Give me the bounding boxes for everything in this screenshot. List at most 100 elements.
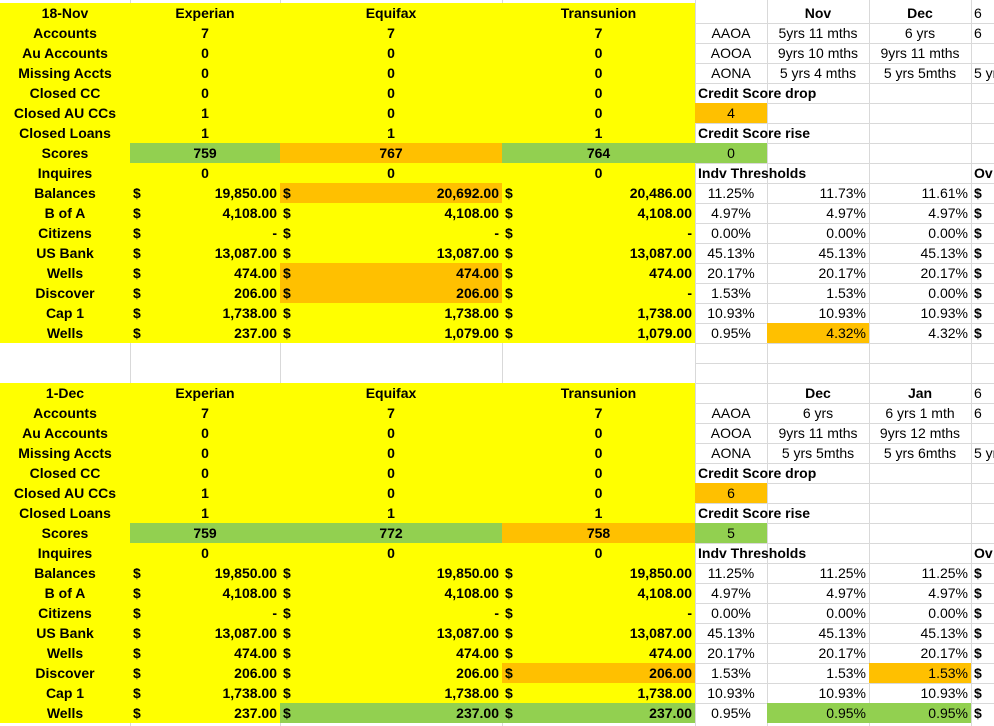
currency-symbol[interactable]: $ [283, 685, 291, 701]
row-label[interactable]: Citizens [38, 225, 92, 241]
count-cell[interactable]: 0 [387, 425, 395, 441]
threshold-pct[interactable]: 20.17% [920, 645, 968, 661]
age-value[interactable]: 5yrs 11 mths [778, 25, 858, 41]
threshold-pct[interactable]: 0.00% [826, 605, 866, 621]
amount-cell[interactable]: 4,108.00 [444, 585, 500, 601]
threshold-pct[interactable]: 11.25% [819, 565, 866, 581]
currency-symbol[interactable]: $ [283, 625, 291, 641]
row-label[interactable]: Au Accounts [22, 425, 108, 441]
amount-cell[interactable]: - [687, 225, 692, 241]
currency-symbol[interactable]: $ [974, 325, 982, 341]
currency-symbol[interactable]: $ [505, 565, 513, 581]
currency-symbol[interactable]: $ [974, 645, 982, 661]
amount-cell[interactable]: 474.00 [234, 265, 277, 281]
amount-cell[interactable]: - [272, 605, 277, 621]
threshold-pct[interactable]: 20.17% [920, 265, 968, 281]
currency-symbol[interactable]: $ [974, 565, 982, 581]
currency-symbol[interactable]: $ [133, 625, 141, 641]
currency-symbol[interactable]: $ [283, 325, 291, 341]
amount-cell[interactable]: 1,738.00 [637, 305, 693, 321]
currency-symbol[interactable]: $ [974, 585, 982, 601]
currency-symbol[interactable]: $ [974, 285, 982, 301]
row-label[interactable]: Closed Loans [19, 505, 111, 521]
threshold-pct[interactable]: 4.97% [711, 585, 751, 601]
count-cell[interactable]: 0 [387, 105, 395, 121]
threshold-pct[interactable]: 0.00% [711, 225, 751, 241]
amount-cell[interactable]: 206.00 [234, 665, 277, 681]
count-cell[interactable]: 1 [387, 505, 395, 521]
threshold-pct[interactable]: 11.25% [707, 565, 755, 581]
score-cell[interactable]: 767 [280, 143, 502, 163]
bureau-header[interactable]: Experian [175, 385, 235, 401]
currency-symbol[interactable]: $ [505, 325, 513, 341]
amount-cell[interactable]: 20,486.00 [629, 185, 692, 201]
row-label[interactable]: Closed AU CCs [13, 485, 117, 501]
amount-cell[interactable]: 1,079.00 [637, 325, 693, 341]
threshold-pct[interactable]: 45.13% [818, 625, 866, 641]
overall-header[interactable]: Ov [974, 545, 993, 561]
count-cell[interactable]: 0 [201, 425, 209, 441]
threshold-pct[interactable]: 45.13% [920, 245, 968, 261]
amount-cell[interactable]: - [272, 225, 277, 241]
row-label[interactable]: Au Accounts [22, 45, 108, 61]
currency-symbol[interactable]: $ [133, 685, 141, 701]
threshold-pct[interactable]: 20.17% [707, 265, 755, 281]
count-cell[interactable]: 0 [594, 545, 603, 561]
score-cell[interactable]: 772 [280, 523, 502, 543]
row-label[interactable]: Accounts [33, 25, 97, 41]
row-label[interactable]: B of A [44, 585, 86, 601]
amount-cell[interactable]: 474.00 [649, 645, 692, 661]
count-cell[interactable]: 0 [387, 545, 395, 561]
credit-score-rise-value[interactable]: 5 [695, 523, 767, 543]
credit-score-drop-label[interactable]: Credit Score drop [698, 85, 817, 101]
threshold-pct[interactable]: 0.00% [826, 225, 866, 241]
amount-cell[interactable]: 13,087.00 [214, 625, 277, 641]
threshold-pct[interactable]: 45.13% [707, 245, 755, 261]
row-label[interactable]: Inquires [37, 165, 93, 181]
row-label[interactable]: Citizens [38, 605, 92, 621]
threshold-pct[interactable]: 20.17% [818, 265, 866, 281]
threshold-pct[interactable]: 0.00% [928, 225, 968, 241]
count-cell[interactable]: 0 [201, 85, 209, 101]
count-cell[interactable]: 7 [201, 25, 209, 41]
currency-symbol[interactable]: $ [974, 205, 982, 221]
threshold-pct[interactable]: 10.93% [707, 685, 755, 701]
row-label[interactable]: Balances [34, 185, 96, 201]
threshold-pct[interactable]: 20.17% [818, 645, 866, 661]
threshold-pct[interactable]: 4.32% [928, 325, 968, 341]
amount-cell[interactable]: 206.00 [234, 285, 277, 301]
currency-symbol[interactable]: $ [974, 605, 982, 621]
credit-score-drop-label[interactable]: Credit Score drop [698, 465, 817, 481]
amount-cell[interactable]: 237.00 [234, 705, 277, 721]
currency-symbol[interactable]: $ [974, 185, 982, 201]
amount-cell[interactable]: 237.00 [234, 325, 277, 341]
count-cell[interactable]: 1 [201, 105, 209, 121]
count-cell[interactable]: 0 [594, 45, 603, 61]
bureau-header[interactable]: Transunion [560, 385, 637, 401]
threshold-pct[interactable]: 0.95% [711, 705, 751, 721]
date-header[interactable]: 1-Dec [45, 385, 85, 401]
threshold-pct[interactable]: 11.25% [921, 565, 968, 581]
threshold-pct[interactable]: 11.61% [921, 185, 968, 201]
count-cell[interactable]: 0 [201, 445, 209, 461]
threshold-pct[interactable]: 0.95% [711, 325, 751, 341]
age-value[interactable]: 9yrs 12 mths [879, 425, 961, 441]
currency-symbol[interactable]: $ [505, 605, 513, 621]
count-cell[interactable]: 0 [594, 465, 603, 481]
count-cell[interactable]: 0 [387, 485, 395, 501]
count-cell[interactable]: 7 [594, 405, 603, 421]
amount-cell[interactable]: 1,738.00 [444, 685, 500, 701]
currency-symbol[interactable]: $ [133, 265, 141, 281]
threshold-pct[interactable]: 45.13% [920, 625, 968, 641]
age-label[interactable]: AOOA [710, 425, 752, 441]
count-cell[interactable]: 0 [594, 445, 603, 461]
age-label[interactable]: AAOA [711, 25, 751, 41]
amount-cell[interactable]: 13,087.00 [436, 625, 499, 641]
amount-cell[interactable]: 20,692.00 [436, 185, 499, 201]
threshold-pct[interactable]: 4.97% [928, 585, 968, 601]
currency-symbol[interactable]: $ [283, 585, 291, 601]
amount-cell[interactable]: 474.00 [649, 265, 692, 281]
amount-cell[interactable]: 19,850.00 [214, 185, 277, 201]
currency-symbol[interactable]: $ [974, 265, 982, 281]
currency-symbol[interactable]: $ [505, 685, 513, 701]
